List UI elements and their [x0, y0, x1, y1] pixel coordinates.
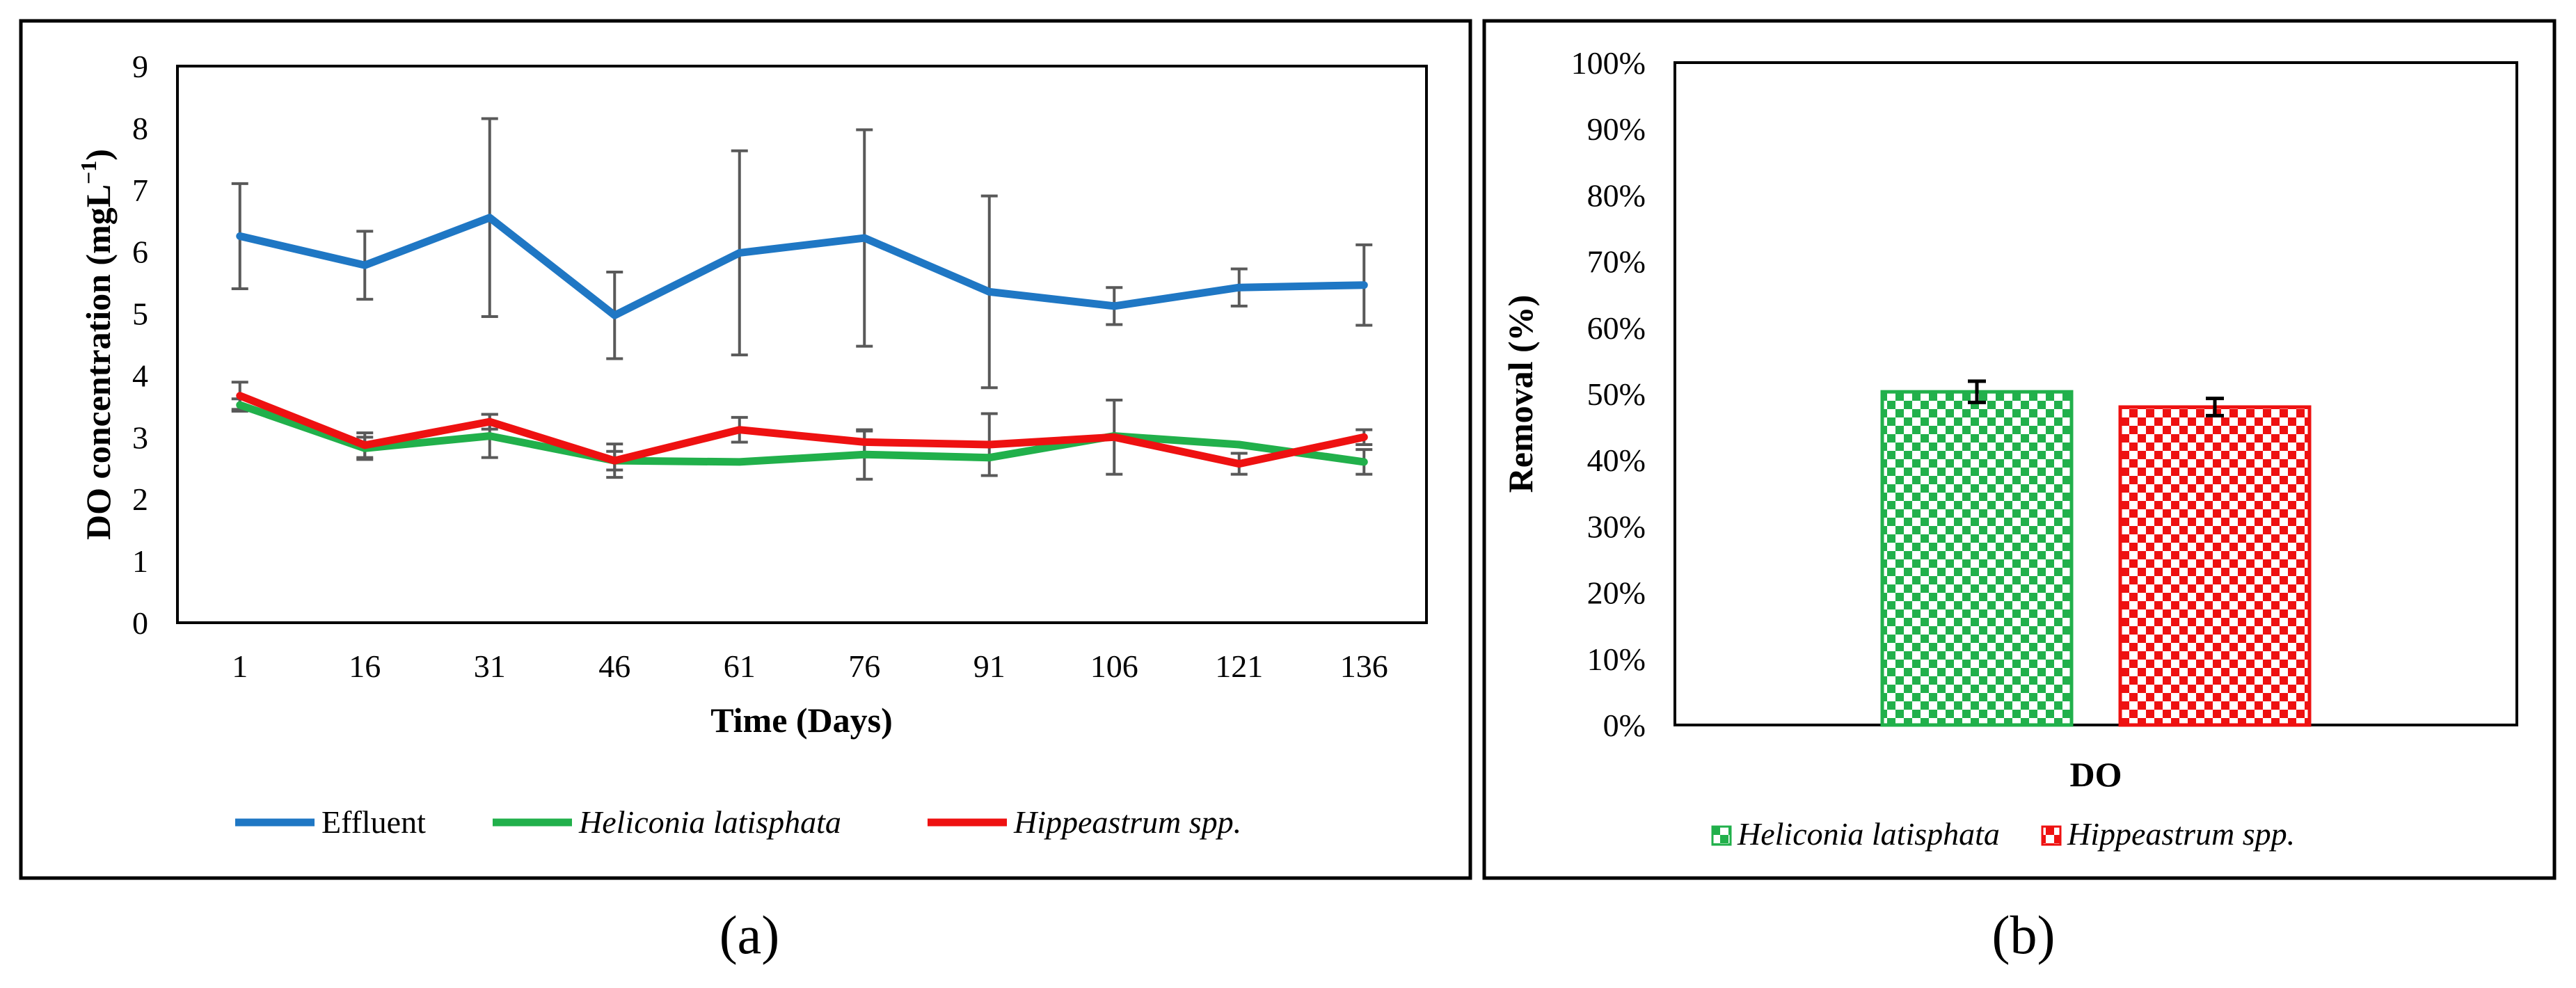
legend-label-effluent: Effluent	[321, 804, 426, 840]
y-tick-label-a: 4	[132, 358, 148, 393]
y-tick-label-b: 60%	[1587, 310, 1646, 346]
y-tick-labels-b: 0% 10% 20% 30% 40% 50% 60% 70% 80% 90% 100%	[1571, 45, 1646, 743]
panel-b: 0% 10% 20% 30% 40% 50% 60% 70% 80% 90% 100% DO Rem…	[1482, 19, 2557, 880]
y-tick-label-a: 8	[132, 111, 148, 146]
y-tick-label-b: 50%	[1587, 376, 1646, 412]
bars-b	[1880, 379, 2312, 727]
y-tick-label-a: 2	[132, 481, 148, 517]
error-bar-hippeastrum-spp	[2206, 397, 2224, 417]
x-tick-label-a: 91	[973, 648, 1005, 684]
bar-hippeastrum-spp	[2118, 405, 2312, 727]
x-tick-label-a: 16	[349, 648, 381, 684]
x-axis-label-a: Time (Days)	[710, 701, 893, 740]
y-axis-label-a: DO concentration (mgL−1)	[76, 149, 118, 540]
y-tick-label-a: 5	[132, 296, 148, 332]
legend-swatch-heliconia-b	[1711, 825, 1732, 846]
y-axis-label-b: Removal (%)	[1501, 295, 1540, 493]
x-tick-label-a: 76	[848, 648, 880, 684]
series-line-hippeastrum-spp	[236, 392, 1368, 468]
legend-label-heliconia-a: Heliconia latisphata	[578, 804, 841, 840]
x-tick-label-a: 61	[724, 648, 756, 684]
legend-swatch-hippeastrum-b	[2041, 825, 2062, 846]
y-axis-label-a-main: DO concentration (mgL	[79, 184, 118, 540]
y-tick-label-a: 7	[132, 173, 148, 208]
x-tick-label-a: 136	[1340, 648, 1388, 684]
y-tick-label-b: 10%	[1587, 642, 1646, 677]
x-tick-labels-a: 1 16 31 46 61 76 91 106 121 136	[232, 648, 1388, 684]
legend-label-hippeastrum-a: Hippeastrum spp.	[1013, 804, 1241, 840]
panel-label-a: (a)	[719, 905, 780, 965]
legend-label-hippeastrum-b: Hippeastrum spp.	[2067, 816, 2295, 852]
y-tick-label-b: 20%	[1587, 575, 1646, 611]
y-tick-label-b: 80%	[1587, 177, 1646, 213]
y-tick-label-b: 70%	[1587, 244, 1646, 280]
y-tick-label-b: 100%	[1571, 45, 1646, 81]
x-tick-label-a: 46	[598, 648, 630, 684]
bar-heliconia-latisphata	[1880, 390, 2074, 727]
error-bar-heliconia-latisphata	[1968, 379, 1986, 404]
y-axis-label-a-close: )	[79, 149, 118, 161]
y-tick-label-a: 9	[132, 49, 148, 84]
y-tick-label-a: 1	[132, 543, 148, 579]
y-tick-label-b: 90%	[1587, 111, 1646, 147]
series-line-effluent	[236, 214, 1368, 319]
y-tick-label-b: 40%	[1587, 443, 1646, 478]
plot-area-b	[1673, 61, 2518, 726]
legend-label-heliconia-b: Heliconia latisphata	[1737, 816, 2000, 852]
x-tick-label-a: 31	[474, 648, 506, 684]
x-tick-label-a: 106	[1090, 648, 1138, 684]
series-lines-a	[236, 214, 1368, 468]
plot-area-a	[176, 65, 1428, 624]
y-axis-label-a-superscript: −1	[76, 161, 101, 184]
y-tick-label-a: 6	[132, 234, 148, 270]
x-axis-label-b: DO	[2070, 755, 2122, 794]
legend-b: Heliconia latisphata Hippeastrum spp.	[1711, 816, 2295, 852]
y-tick-label-a: 3	[132, 420, 148, 455]
series-line-heliconia-latisphata	[236, 401, 1368, 466]
x-tick-label-a: 121	[1215, 648, 1263, 684]
panel-a: 0 1 2 3 4 5 6 7 8 9 1 16 31 46 61 76 91 106 121 136 Time (…	[19, 19, 1472, 880]
panel-label-b: (b)	[1992, 905, 2056, 965]
legend-a: Effluent Heliconia latisphata Hippeastru…	[235, 804, 1241, 840]
y-tick-label-b: 0%	[1603, 708, 1646, 743]
y-tick-labels-a: 0 1 2 3 4 5 6 7 8 9	[132, 49, 148, 641]
y-tick-label-a: 0	[132, 605, 148, 641]
y-tick-label-b: 30%	[1587, 509, 1646, 544]
x-tick-label-a: 1	[232, 648, 248, 684]
